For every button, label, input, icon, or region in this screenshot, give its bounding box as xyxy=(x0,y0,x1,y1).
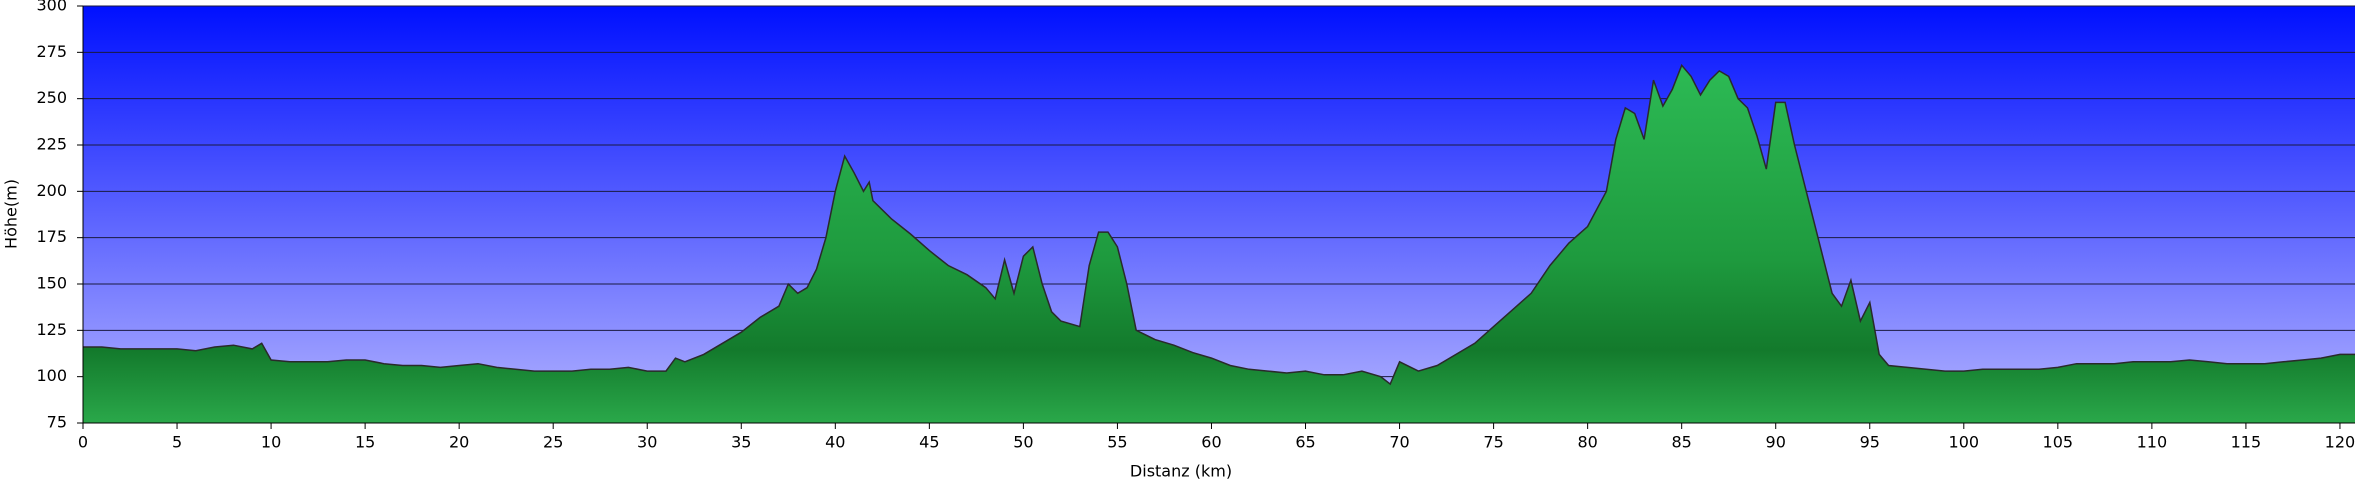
x-tick-label: 90 xyxy=(1766,433,1786,452)
x-tick-label: 100 xyxy=(1949,433,1980,452)
y-tick-label: 150 xyxy=(36,274,67,293)
x-tick-label: 30 xyxy=(637,433,657,452)
elevation-area xyxy=(83,65,2355,424)
x-tick-label: 5 xyxy=(172,433,182,452)
y-tick-label: 250 xyxy=(36,88,67,107)
x-tick-label: 75 xyxy=(1483,433,1503,452)
x-tick-label: 50 xyxy=(1013,433,1033,452)
x-tick-label: 110 xyxy=(2137,433,2168,452)
x-tick-label: 105 xyxy=(2043,433,2074,452)
x-tick-label: 65 xyxy=(1295,433,1315,452)
x-tick-label: 25 xyxy=(543,433,563,452)
x-tick-label: 120 xyxy=(2325,433,2356,452)
x-tick-label: 70 xyxy=(1389,433,1409,452)
x-tick-label: 40 xyxy=(825,433,845,452)
x-tick-label: 45 xyxy=(919,433,939,452)
x-tick-label: 20 xyxy=(449,433,469,452)
x-axis-label: Distanz (km) xyxy=(1130,462,1232,481)
y-tick-label: 200 xyxy=(36,181,67,200)
plot-background xyxy=(83,6,2355,423)
x-tick-label: 115 xyxy=(2231,433,2262,452)
x-tick-label: 60 xyxy=(1201,433,1221,452)
elevation-line xyxy=(83,63,2355,386)
x-tick-label: 55 xyxy=(1107,433,1127,452)
x-tick-label: 80 xyxy=(1577,433,1597,452)
y-tick-label: 275 xyxy=(36,42,67,61)
x-tick-label: 0 xyxy=(78,433,88,452)
y-tick-label: 225 xyxy=(36,135,67,154)
y-tick-label: 75 xyxy=(47,413,67,432)
x-tick-label: 35 xyxy=(731,433,751,452)
y-tick-label: 175 xyxy=(36,227,67,246)
x-tick-label: 15 xyxy=(355,433,375,452)
y-tick-label: 125 xyxy=(36,320,67,339)
x-tick-label: 10 xyxy=(261,433,281,452)
x-tick-label: 95 xyxy=(1860,433,1880,452)
y-axis-label: Höhe(m) xyxy=(2,179,21,249)
y-tick-label: 100 xyxy=(36,366,67,385)
y-tick-label: 300 xyxy=(36,0,67,15)
x-tick-label: 85 xyxy=(1671,433,1691,452)
